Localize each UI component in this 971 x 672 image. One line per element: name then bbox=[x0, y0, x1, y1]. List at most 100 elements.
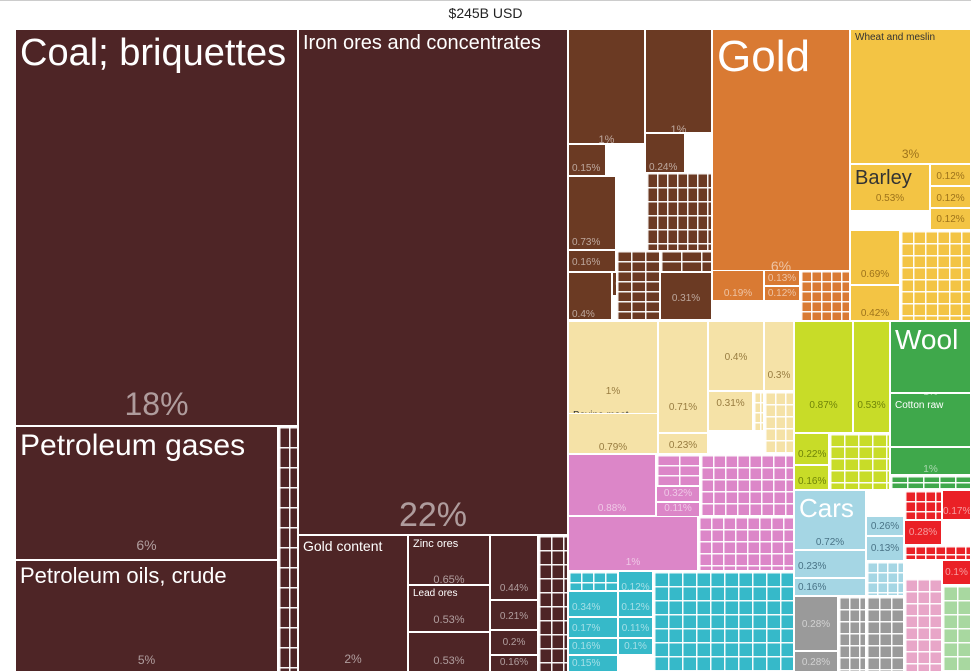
tile-percent: 0.2% bbox=[502, 637, 526, 648]
tile-percent: 0.4% bbox=[572, 309, 595, 320]
treemap-tile: 0.11% bbox=[656, 502, 700, 517]
treemap-small-tiles bbox=[700, 454, 794, 516]
tile-label: Iron ores and concentrates bbox=[303, 32, 541, 54]
treemap-small-tiles bbox=[900, 230, 971, 321]
tile-percent: 0.53% bbox=[433, 655, 465, 667]
treemap-tile: 0.4% bbox=[708, 321, 764, 391]
tile-percent: 0.28% bbox=[908, 527, 938, 538]
tile-percent: 0.44% bbox=[499, 583, 529, 594]
treemap-small-tiles bbox=[698, 516, 794, 571]
treemap-tile: 0.17% bbox=[568, 617, 618, 638]
tile-percent: 0.23% bbox=[668, 440, 698, 451]
tile-label: Wool bbox=[895, 324, 959, 355]
treemap-tile: 0.87% bbox=[794, 321, 853, 433]
treemap-tile: 0.53% bbox=[408, 632, 490, 672]
tile-percent: 0.16% bbox=[798, 582, 827, 593]
treemap-tile: Wool bbox=[890, 321, 971, 393]
top-rule bbox=[0, 0, 971, 1]
treemap-tile: Petroleum gases 6% bbox=[15, 426, 278, 560]
treemap-tile: 0.4% bbox=[568, 272, 612, 320]
treemap-tile: 0.23% bbox=[658, 433, 708, 454]
tile-percent: 1% bbox=[598, 134, 615, 144]
tile-percent: 1% bbox=[891, 394, 970, 398]
treemap-tile: 0.22% bbox=[794, 433, 829, 465]
treemap-tile: 0.17% bbox=[942, 490, 971, 520]
tile-percent: 0.22% bbox=[798, 449, 827, 460]
treemap-small-tiles bbox=[660, 250, 712, 272]
tile-label: Zinc ores bbox=[413, 538, 459, 550]
treemap-tile: 1% bbox=[568, 29, 645, 144]
treemap-tile: 0.12% bbox=[618, 571, 653, 591]
treemap-tile: 0.19% bbox=[712, 270, 764, 301]
tile-label: Petroleum oils, crude bbox=[20, 563, 227, 588]
treemap-small-tiles bbox=[278, 426, 298, 672]
tile-percent: 0.16% bbox=[572, 641, 601, 652]
treemap-small-tiles bbox=[538, 535, 568, 672]
tile-percent: 0.1% bbox=[945, 567, 968, 578]
treemap-small-tiles bbox=[764, 391, 794, 454]
treemap-small-tiles bbox=[890, 475, 971, 490]
treemap-tile: 0.24% bbox=[645, 133, 685, 176]
tile-percent: 0.13% bbox=[767, 273, 797, 284]
treemap-tile: 0.16% bbox=[794, 465, 829, 490]
tile-label: Gold bbox=[717, 32, 810, 81]
treemap-tile: 0.34% bbox=[568, 591, 618, 617]
tile-percent: 0.79% bbox=[598, 442, 628, 453]
tile-percent: 0.42% bbox=[860, 308, 890, 319]
treemap-small-tiles bbox=[904, 490, 942, 520]
tile-percent: 0.88% bbox=[597, 503, 627, 514]
tile-percent: 0.31% bbox=[716, 398, 745, 409]
treemap-tile: 1% bbox=[890, 447, 971, 475]
treemap-tile: 0.12% bbox=[930, 208, 971, 230]
tile-percent: 3% bbox=[901, 147, 920, 161]
treemap-tile: Zinc ores 0.65% bbox=[408, 535, 490, 585]
treemap-tile: 0.42% bbox=[850, 285, 900, 321]
treemap-small-tiles bbox=[653, 571, 794, 672]
treemap-tile: 0.1% bbox=[942, 560, 971, 585]
treemap-tile: 0.53% bbox=[853, 321, 890, 433]
tile-percent: 0.71% bbox=[668, 402, 698, 413]
treemap-small-tiles bbox=[829, 433, 890, 490]
tile-percent: 5% bbox=[137, 653, 156, 667]
treemap-small-tiles bbox=[866, 561, 904, 596]
tile-percent: 0.12% bbox=[936, 171, 965, 182]
tile-percent: 0.16% bbox=[572, 257, 601, 268]
treemap-tile: 0.11% bbox=[618, 617, 653, 638]
treemap-tile: Lead ores 0.53% bbox=[408, 585, 490, 632]
treemap-tile: Coal; briquettes 18% bbox=[15, 29, 298, 426]
tile-percent: 0.53% bbox=[857, 400, 886, 411]
tile-label: Gold content bbox=[303, 538, 383, 554]
tile-percent: 0.11% bbox=[621, 623, 650, 634]
total-value-title: $245B USD bbox=[448, 5, 523, 21]
treemap-tile: 0.88% bbox=[568, 454, 656, 516]
treemap-tile: 0.21% bbox=[490, 600, 538, 630]
tile-percent: 0.19% bbox=[723, 288, 753, 299]
treemap-small-tiles bbox=[616, 250, 660, 320]
tile-percent: 0.17% bbox=[943, 506, 971, 517]
tile-label: Lead ores bbox=[413, 588, 458, 599]
treemap-small-tiles bbox=[904, 545, 971, 560]
tile-label: Cars bbox=[799, 493, 854, 523]
treemap-small-tiles bbox=[753, 391, 764, 431]
tile-percent: 0.65% bbox=[433, 574, 465, 585]
tile-percent: 0.31% bbox=[671, 293, 701, 304]
tile-percent: 0.12% bbox=[936, 193, 965, 204]
treemap-tile: 0.32% bbox=[656, 486, 700, 502]
tile-percent: 0.69% bbox=[860, 269, 890, 280]
tile-percent: 0.53% bbox=[875, 193, 905, 204]
treemap-tile: 0.15% bbox=[568, 655, 618, 672]
tile-percent: 0.15% bbox=[572, 163, 601, 174]
treemap-tile: 0.16% bbox=[490, 655, 538, 672]
tile-percent: 0.3% bbox=[767, 370, 791, 381]
tile-percent: 0.28% bbox=[801, 657, 831, 668]
tile-percent: 0.12% bbox=[621, 602, 650, 613]
treemap-tile: 0.13% bbox=[764, 270, 800, 286]
treemap-tile: 0.31% bbox=[660, 272, 712, 320]
tile-percent: 0.12% bbox=[621, 582, 650, 591]
treemap-tile: 0.12% bbox=[930, 186, 971, 208]
treemap-tile: Cars 0.72% bbox=[794, 490, 866, 550]
treemap-tile: Wheat and meslin 3% bbox=[850, 29, 971, 164]
tile-percent: 0.53% bbox=[433, 614, 465, 626]
treemap-small-tiles bbox=[942, 585, 971, 672]
